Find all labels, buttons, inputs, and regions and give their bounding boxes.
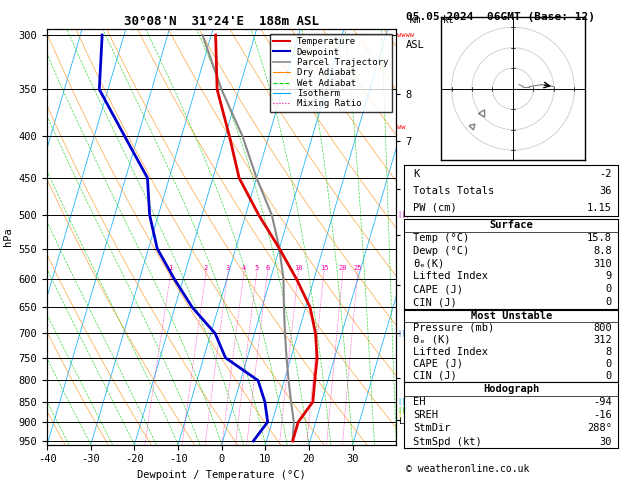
Text: © weatheronline.co.uk: © weatheronline.co.uk [406,464,529,474]
Text: km: km [409,15,421,25]
Text: Surface: Surface [489,220,533,230]
Text: StmDir: StmDir [413,423,450,434]
Text: -16: -16 [593,410,612,420]
Text: 0: 0 [606,370,612,381]
Text: 15: 15 [320,265,328,271]
Text: 15.8: 15.8 [587,233,612,243]
Text: 4: 4 [242,265,246,271]
Text: Temp (°C): Temp (°C) [413,233,469,243]
Text: 0: 0 [606,297,612,307]
Text: 2: 2 [204,265,208,271]
Text: Totals Totals: Totals Totals [413,186,494,196]
Text: 10: 10 [294,265,303,271]
Text: 288°: 288° [587,423,612,434]
Text: Most Unstable: Most Unstable [470,311,552,321]
Text: 0: 0 [606,359,612,368]
Text: |||: ||| [397,406,409,414]
Text: 6: 6 [265,265,269,271]
Y-axis label: hPa: hPa [3,227,13,246]
Text: EH: EH [413,397,425,407]
Text: 310: 310 [593,259,612,269]
Text: 8.8: 8.8 [593,246,612,256]
Text: ww: ww [397,124,406,130]
Text: K: K [413,169,420,179]
Text: 3: 3 [226,265,230,271]
Text: 5: 5 [255,265,259,271]
Text: CIN (J): CIN (J) [413,297,457,307]
Text: θₑ(K): θₑ(K) [413,259,444,269]
Text: 312: 312 [593,334,612,345]
Text: 800: 800 [593,323,612,332]
Text: PW (cm): PW (cm) [413,203,457,213]
X-axis label: Dewpoint / Temperature (°C): Dewpoint / Temperature (°C) [137,470,306,480]
Text: LCL: LCL [399,417,415,426]
Text: Lifted Index: Lifted Index [413,272,488,281]
Text: |: | [397,411,401,417]
Text: |||: ||| [397,211,409,219]
Text: Lifted Index: Lifted Index [413,347,488,357]
Text: |||: ||| [397,330,409,337]
Text: 36: 36 [599,186,612,196]
Legend: Temperature, Dewpoint, Parcel Trajectory, Dry Adiabat, Wet Adiabat, Isotherm, Mi: Temperature, Dewpoint, Parcel Trajectory… [270,34,392,112]
Text: Pressure (mb): Pressure (mb) [413,323,494,332]
Text: 0: 0 [606,284,612,295]
Text: Dewp (°C): Dewp (°C) [413,246,469,256]
Text: 1: 1 [169,265,173,271]
Text: wwww: wwww [397,32,414,38]
Text: 1.15: 1.15 [587,203,612,213]
Text: kt: kt [443,15,455,25]
Text: θₑ (K): θₑ (K) [413,334,450,345]
Text: 30: 30 [599,436,612,447]
Text: |||: ||| [397,399,409,405]
Text: -94: -94 [593,397,612,407]
Title: 30°08'N  31°24'E  188m ASL: 30°08'N 31°24'E 188m ASL [124,15,320,28]
Text: SREH: SREH [413,410,438,420]
Text: 25: 25 [353,265,362,271]
Text: 20: 20 [338,265,347,271]
Text: StmSpd (kt): StmSpd (kt) [413,436,482,447]
Text: CAPE (J): CAPE (J) [413,359,463,368]
Text: 05.05.2024  06GMT (Base: 12): 05.05.2024 06GMT (Base: 12) [406,12,594,22]
Text: 9: 9 [606,272,612,281]
Text: -2: -2 [599,169,612,179]
Text: Hodograph: Hodograph [483,384,540,394]
Text: ASL: ASL [406,39,425,50]
Text: 8: 8 [606,347,612,357]
Text: CAPE (J): CAPE (J) [413,284,463,295]
Text: CIN (J): CIN (J) [413,370,457,381]
